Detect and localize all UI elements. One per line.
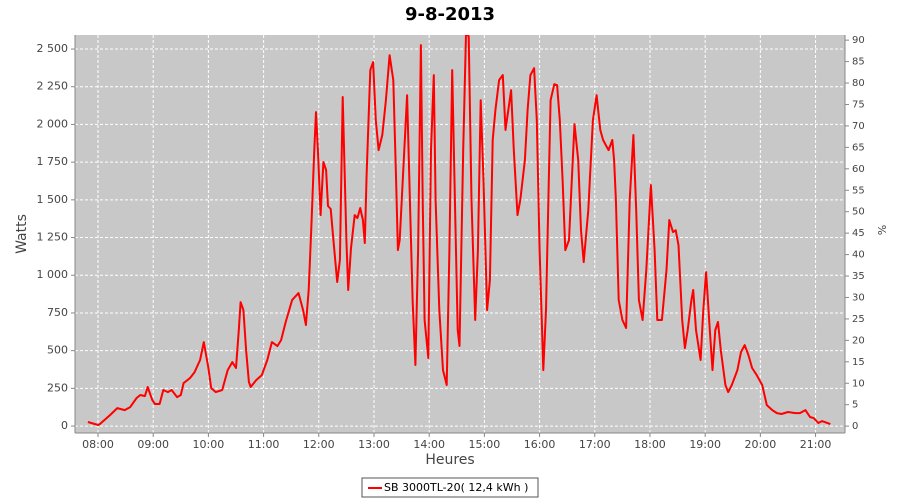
y2-tick-label: 45 [852,228,865,239]
y-tick-label: 250 [47,381,68,394]
y2-tick-label: 30 [852,292,865,303]
y2-tick-label: 85 [852,57,865,68]
y2-tick-label: 40 [852,250,865,261]
x-tick-label: 09:00 [137,438,169,451]
y2-tick-label: 5 [852,400,858,411]
x-tick-label: 20:00 [745,438,777,451]
y2-tick-label: 70 [852,121,865,132]
y2-tick-label: 90 [852,35,865,46]
x-tick-label: 15:00 [469,438,501,451]
y-tick-label: 500 [47,344,68,357]
plot-area [75,35,845,433]
x-tick-label: 12:00 [303,438,335,451]
y2-tick-label: 0 [852,421,858,432]
x-tick-label: 18:00 [634,438,666,451]
y-tick-label: 750 [47,306,68,319]
x-tick-label: 14:00 [413,438,445,451]
y-tick-label: 2 000 [37,117,69,130]
y-tick-label: 1 750 [37,155,69,168]
y2-tick-label: 20 [852,335,865,346]
y-tick-label: 1 250 [37,231,69,244]
y2-tick-label: 15 [852,357,865,368]
x-tick-label: 13:00 [358,438,390,451]
y2-axis-label: % [875,225,888,235]
x-tick-label: 10:00 [193,438,225,451]
chart-title: 9-8-2013 [405,4,495,25]
legend-label: SB 3000TL-20( 12,4 kWh ) [384,481,528,494]
y2-tick-label: 75 [852,99,865,110]
y2-tick-label: 80 [852,78,865,89]
y-tick-label: 1 000 [37,268,69,281]
x-tick-label: 17:00 [579,438,611,451]
x-axis-label: Heures [425,452,474,468]
y2-tick-label: 60 [852,164,865,175]
y2-tick-label: 55 [852,185,865,196]
y2-tick-label: 50 [852,207,865,218]
y-tick-label: 1 500 [37,193,69,206]
y-axis-label: Watts [14,214,30,254]
x-tick-label: 19:00 [689,438,721,451]
y-tick-label: 2 250 [37,80,69,93]
data-line [87,35,831,426]
legend-box [361,477,539,498]
y2-tick-label: 65 [852,142,865,153]
y2-tick-label: 25 [852,314,865,325]
x-tick-label: 21:00 [800,438,832,451]
y-tick-label: 2 500 [37,42,69,55]
y-tick-label: 0 [61,419,68,432]
y2-tick-label: 10 [852,378,865,389]
x-tick-label: 08:00 [82,438,114,451]
x-tick-label: 16:00 [524,438,556,451]
x-tick-label: 11:00 [248,438,280,451]
y2-tick-label: 35 [852,271,865,282]
